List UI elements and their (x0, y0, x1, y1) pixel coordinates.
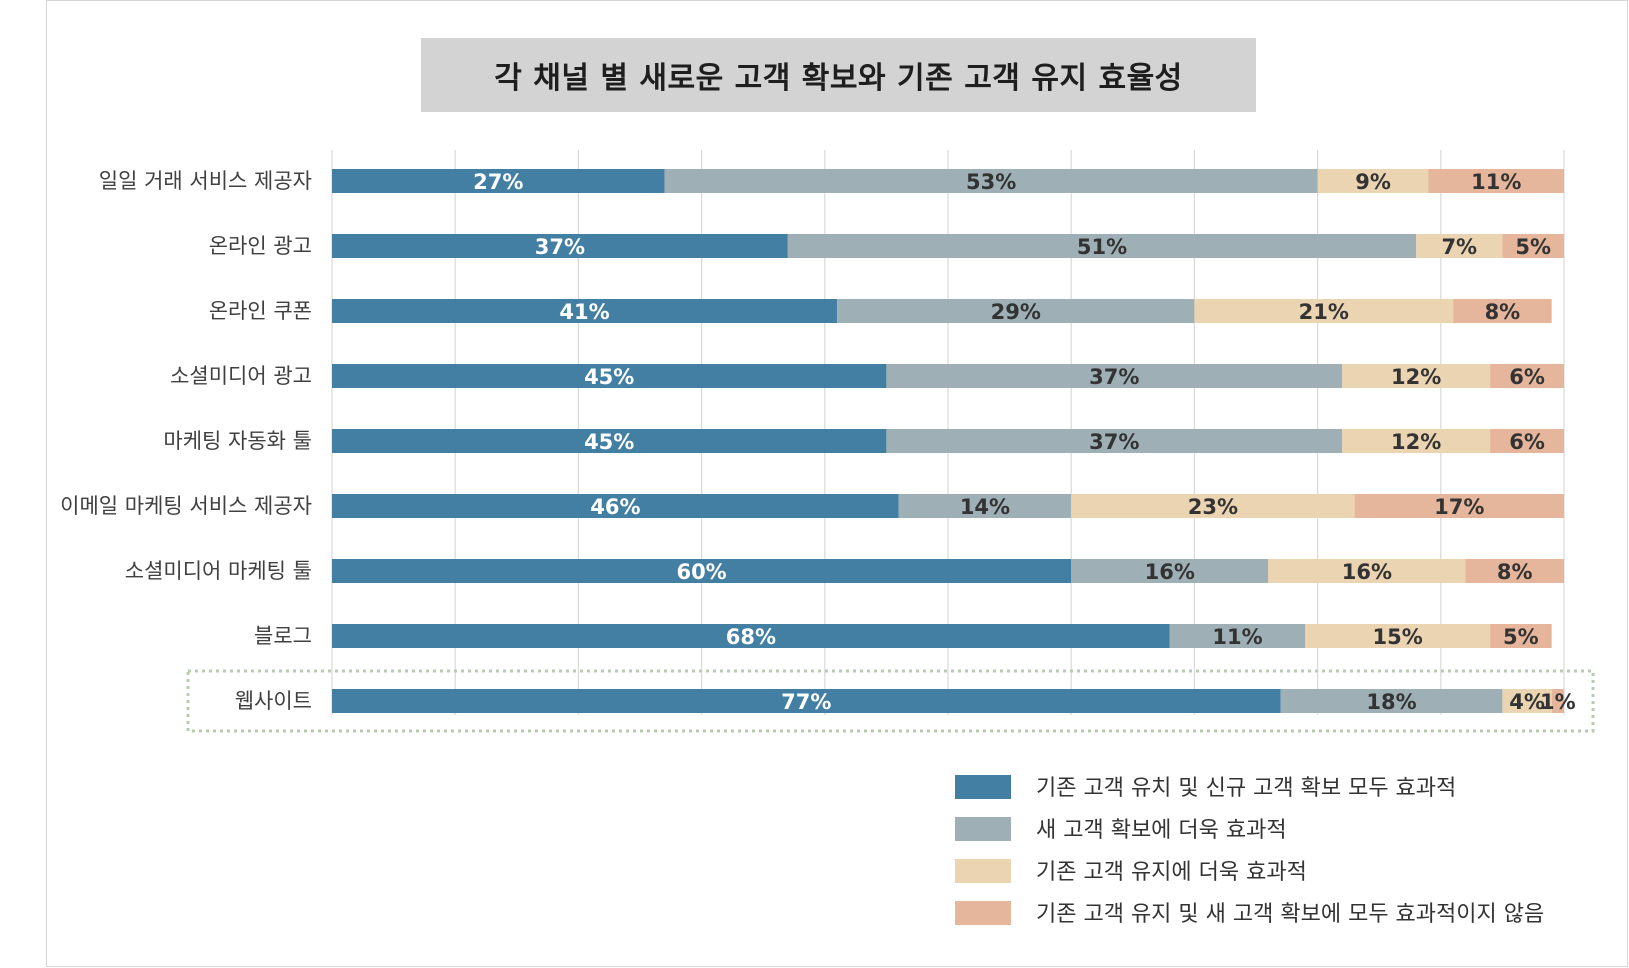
data-label: 6% (1509, 365, 1545, 389)
legend-label: 기존 고객 유지 및 새 고객 확보에 모두 효과적이지 않음 (1036, 902, 1544, 927)
bar-segment (1268, 559, 1466, 583)
bar-segment (1342, 429, 1491, 453)
chart-title-box: 각 채널 별 새로운 고객 확보와 기존 고객 유지 효율성 (421, 38, 1256, 112)
data-label: 5% (1515, 235, 1551, 259)
data-label: 41% (559, 300, 609, 324)
category-label: 일일 거래 서비스 제공자 (99, 169, 312, 193)
data-label: 12% (1391, 430, 1441, 454)
legend-label: 새 고객 확보에 더욱 효과적 (1036, 818, 1287, 843)
bar-segment (1342, 364, 1491, 388)
bar-segment (1317, 169, 1429, 193)
data-label: 46% (590, 495, 640, 519)
bar-segment (787, 234, 1417, 258)
legend-swatch (955, 859, 1011, 883)
bar-segment (1465, 559, 1564, 583)
category-label: 온라인 광고 (209, 234, 312, 258)
legend-swatch (955, 775, 1011, 799)
bar-segment (1280, 689, 1503, 713)
highlight-layer (186, 669, 1595, 733)
category-label: 블로그 (254, 624, 312, 648)
legend-swatch (955, 817, 1011, 841)
data-label: 4% (1509, 690, 1545, 714)
bar-segment (332, 169, 665, 193)
bar-segment (1453, 299, 1552, 323)
bar-segment (898, 494, 1072, 518)
data-label: 23% (1188, 495, 1238, 519)
data-label: 17% (1434, 495, 1484, 519)
bar-segment (332, 624, 1170, 648)
bar-segment (332, 299, 838, 323)
data-label: 29% (991, 300, 1041, 324)
category-label: 이메일 마케팅 서비스 제공자 (60, 494, 312, 518)
data-label: 37% (1089, 365, 1139, 389)
bar-segment (1194, 299, 1454, 323)
bars: 27% 53% 9% 11% 37% 51% 7% 5% 41% 29% 21% 8% 45% 37% 12… (332, 169, 1576, 714)
legend-label: 기존 고객 유치 및 신규 고객 확보 모두 효과적 (1036, 776, 1456, 801)
data-label: 18% (1366, 690, 1416, 714)
bar-segment (1354, 494, 1564, 518)
data-label: 77% (781, 690, 831, 714)
highlight-box (186, 669, 1595, 733)
bar-segment (1071, 559, 1269, 583)
data-label: 37% (535, 235, 585, 259)
data-label: 51% (1077, 235, 1127, 259)
bar-segment (1551, 689, 1564, 713)
bar-segment (1490, 429, 1564, 453)
data-label: 60% (676, 560, 726, 584)
bar-segment (332, 494, 899, 518)
chart-title: 각 채널 별 새로운 고객 확보와 기존 고객 유지 효율성 (494, 61, 1183, 96)
category-label: 온라인 쿠폰 (209, 299, 312, 323)
data-label: 8% (1497, 560, 1533, 584)
data-label: 6% (1509, 430, 1545, 454)
bar-segment (1490, 624, 1552, 648)
bar-segment (332, 559, 1072, 583)
data-label: 21% (1299, 300, 1349, 324)
bar-segment (1502, 689, 1552, 713)
bar-segment (332, 234, 788, 258)
data-label: 1% (1540, 690, 1576, 714)
bar-segment (1416, 234, 1503, 258)
legend-swatch (955, 901, 1011, 925)
chart-frame (46, 0, 1628, 967)
data-label: 5% (1503, 625, 1539, 649)
legend-label: 기존 고객 유지에 더욱 효과적 (1036, 860, 1307, 885)
data-label: 11% (1212, 625, 1262, 649)
bar-segment (332, 689, 1281, 713)
bar-segment (1305, 624, 1491, 648)
data-label: 16% (1145, 560, 1195, 584)
bar-segment (1490, 364, 1564, 388)
bar-segment (886, 429, 1343, 453)
category-label: 마케팅 자동화 툴 (163, 429, 312, 453)
bar-segment (1428, 169, 1564, 193)
bar-segment (886, 364, 1343, 388)
data-label: 27% (473, 170, 523, 194)
data-label: 16% (1342, 560, 1392, 584)
data-label: 8% (1485, 300, 1521, 324)
data-label: 37% (1089, 430, 1139, 454)
category-label: 웹사이트 (235, 689, 312, 713)
bar-segment (837, 299, 1195, 323)
bar-segment (664, 169, 1318, 193)
data-label: 12% (1391, 365, 1441, 389)
data-label: 68% (726, 625, 776, 649)
data-label: 45% (584, 430, 634, 454)
bar-segment (1169, 624, 1306, 648)
data-label: 9% (1355, 170, 1391, 194)
bar-segment (332, 364, 887, 388)
data-label: 11% (1471, 170, 1521, 194)
category-label: 소셜미디어 마케팅 툴 (125, 559, 312, 583)
data-label: 45% (584, 365, 634, 389)
data-label: 14% (960, 495, 1010, 519)
data-label: 15% (1373, 625, 1423, 649)
bar-segment (1502, 234, 1564, 258)
bar-segment (332, 429, 887, 453)
data-label: 7% (1441, 235, 1477, 259)
data-label: 53% (966, 170, 1016, 194)
category-label: 소셜미디어 광고 (170, 364, 312, 388)
bar-segment (1071, 494, 1355, 518)
